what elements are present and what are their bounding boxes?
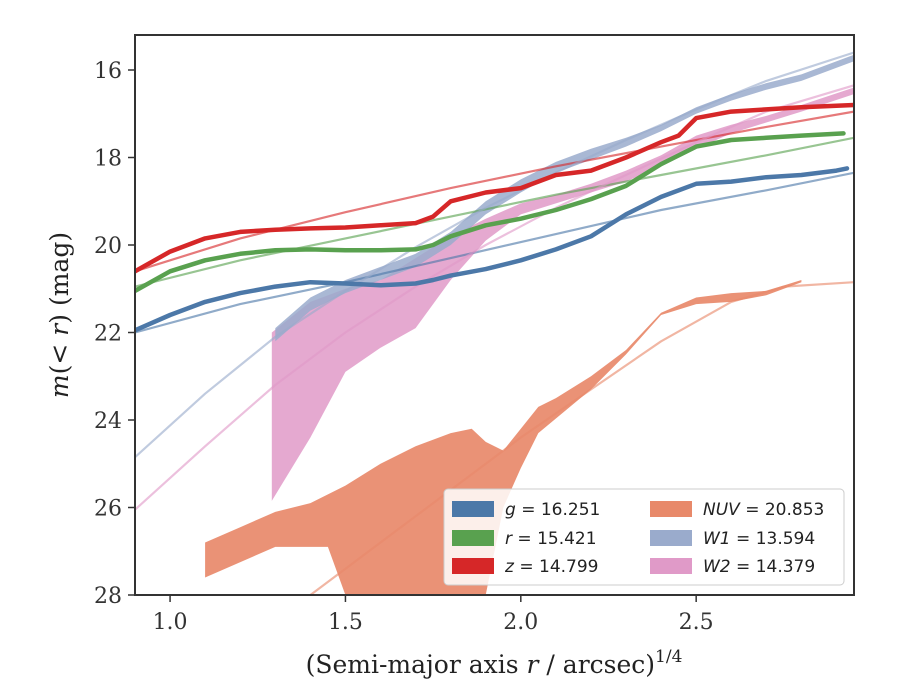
legend-var-g: g	[505, 500, 516, 520]
y-tick-label: 26	[94, 497, 122, 522]
legend-label-z: z = 14.799	[504, 557, 598, 577]
plot-area	[135, 51, 854, 595]
series-r-model-line	[135, 136, 854, 288]
legend-value-g: 16.251	[541, 500, 600, 520]
legend-label-w2: W2 = 14.379	[703, 557, 815, 577]
x-axis-label-var: r	[527, 650, 541, 679]
y-axis: 16 18 20 22 24 26 28	[94, 59, 135, 609]
legend-value-nuv: 20.853	[765, 500, 824, 520]
legend-swatch-z	[452, 558, 494, 574]
y-axis-label: m(< r) (mag)	[45, 232, 74, 398]
y-tick-label: 20	[94, 234, 122, 259]
y-axis-label-rest: ) (mag)	[45, 232, 74, 324]
y-tick-label: 22	[94, 322, 122, 347]
series-nuv-model-line	[309, 281, 854, 595]
legend-var-nuv: NUV	[703, 500, 741, 520]
series-g-model-line	[135, 171, 854, 334]
x-tick-label: 2.0	[503, 610, 538, 635]
legend-swatch-nuv	[650, 501, 692, 517]
series-g-profile-line	[135, 166, 850, 333]
legend-swatch-w1	[650, 530, 692, 546]
series-r-profile-line	[135, 131, 846, 294]
x-tick-label: 1.0	[153, 610, 188, 635]
plot-frame	[134, 34, 855, 596]
legend-var-z: z	[504, 557, 515, 577]
series-nuv-band	[205, 280, 802, 595]
legend-var-r: r	[505, 529, 513, 549]
y-axis-label-m: m	[45, 374, 74, 398]
series-w2-model-line	[135, 84, 854, 511]
legend: g = 16.251 r = 15.421 z = 14.799 NUV = 20.8…	[443, 488, 845, 586]
x-tick-label: 1.5	[328, 610, 363, 635]
legend-swatch-g	[452, 501, 494, 517]
y-tick-label: 18	[94, 147, 122, 172]
y-tick-label: 16	[94, 59, 122, 84]
legend-label-r: r = 15.421	[505, 529, 597, 549]
y-axis-label-lt: <	[45, 344, 74, 365]
series-w2-band	[271, 87, 854, 501]
legend-value-w2: 14.379	[756, 557, 815, 577]
y-tick-label: 24	[94, 409, 122, 434]
y-tick-label: 28	[94, 584, 122, 609]
series-z-model-line	[135, 110, 854, 273]
legend-label-w1: W1 = 13.594	[703, 529, 815, 549]
legend-value-w1: 13.594	[756, 529, 815, 549]
legend-value-z: 14.799	[539, 557, 598, 577]
legend-label-g: g = 16.251	[505, 500, 600, 520]
x-axis-label-suffix: / arcsec)	[538, 650, 655, 679]
x-axis-label-exponent: 1/4	[655, 647, 682, 667]
series-w1-model-line	[135, 51, 854, 459]
legend-var-w2: W2	[703, 557, 731, 577]
x-axis-label-prefix: (Semi-major axis	[306, 650, 527, 679]
legend-label-nuv: NUV = 20.853	[703, 500, 824, 520]
legend-value-r: 15.421	[537, 529, 596, 549]
legend-swatch-w2	[650, 558, 692, 574]
legend-box	[443, 488, 845, 586]
legend-swatch-r	[452, 530, 494, 546]
x-axis-label: (Semi-major axis r / arcsec)1/4	[306, 647, 683, 679]
series-z-profile-line	[135, 102, 854, 274]
y-axis-label-open: (	[45, 365, 74, 375]
y-axis-label-r: r	[45, 322, 74, 336]
x-tick-label: 2.5	[679, 610, 714, 635]
x-axis: 1.0 1.5 2.0 2.5	[153, 595, 714, 635]
legend-var-w1: W1	[703, 529, 731, 549]
